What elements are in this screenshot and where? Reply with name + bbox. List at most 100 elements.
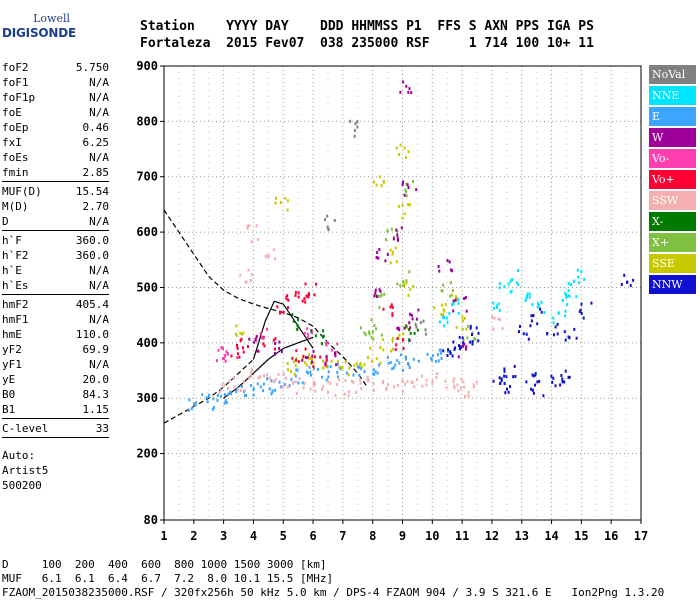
data-point (391, 367, 394, 371)
data-point (296, 328, 299, 331)
param-value: 2.70 (82, 200, 110, 213)
data-point (438, 320, 441, 324)
data-point (245, 280, 248, 284)
data-point (466, 336, 469, 340)
data-point (536, 380, 539, 384)
y-tick-label: 400 (136, 336, 158, 350)
x-tick-label: 14 (544, 529, 558, 543)
data-point (408, 328, 411, 332)
data-point (425, 383, 428, 387)
data-point (465, 327, 468, 331)
data-point (358, 365, 361, 369)
data-point (405, 194, 408, 198)
data-point (469, 324, 472, 328)
data-point (360, 365, 363, 369)
data-point (249, 279, 252, 282)
data-point (236, 352, 239, 356)
data-point (416, 378, 418, 382)
data-point (295, 357, 298, 360)
data-point (220, 394, 223, 398)
data-point (260, 336, 263, 339)
param-row-fxi: fxI 6.25 (2, 135, 109, 150)
data-point (396, 327, 399, 330)
data-point (313, 293, 316, 297)
data-point (309, 362, 312, 365)
data-point (505, 375, 508, 379)
data-point (462, 380, 465, 384)
data-point (403, 212, 406, 216)
data-point (402, 180, 404, 184)
data-point (271, 389, 274, 393)
data-point (304, 300, 307, 304)
data-point (407, 186, 410, 189)
data-point (386, 253, 389, 256)
data-point (471, 342, 474, 346)
data-point (394, 363, 397, 367)
data-point (297, 360, 300, 364)
data-point (391, 314, 394, 317)
data-point (578, 281, 581, 285)
param-separator (2, 294, 109, 295)
data-point (456, 383, 459, 387)
data-point (242, 346, 244, 350)
data-point (528, 295, 531, 299)
data-point (219, 389, 222, 393)
data-point (517, 283, 520, 287)
data-point (277, 373, 280, 377)
data-point (460, 345, 463, 349)
legend-item-vo-: Vo+ (649, 170, 696, 189)
data-point (278, 340, 281, 344)
data-point (477, 339, 480, 343)
param-row-m-d-: M(D) 2.70 (2, 199, 109, 214)
data-point (447, 348, 450, 352)
data-point (457, 301, 460, 305)
data-point (279, 201, 282, 205)
data-point (399, 353, 402, 357)
param-row-muf-d-: MUF(D) 15.54 (2, 184, 109, 199)
data-point (532, 391, 535, 395)
data-point (285, 296, 288, 299)
data-point (492, 327, 495, 331)
data-point (376, 251, 379, 254)
data-point (327, 375, 330, 379)
data-point (386, 356, 389, 359)
data-point (373, 388, 376, 392)
data-point (556, 322, 559, 326)
data-point (566, 303, 569, 307)
data-point (395, 228, 398, 232)
data-point (471, 340, 474, 344)
data-point (410, 91, 413, 95)
data-point (440, 289, 443, 293)
data-point (284, 196, 287, 200)
data-point (402, 280, 405, 283)
data-point (335, 363, 338, 367)
data-point (211, 407, 214, 411)
data-point (440, 312, 443, 316)
data-point (526, 294, 528, 298)
data-point (228, 379, 231, 383)
data-point (315, 282, 317, 286)
data-point (417, 359, 420, 363)
data-point (456, 297, 459, 300)
data-point (441, 303, 443, 307)
data-point (568, 336, 571, 340)
data-point (384, 259, 387, 263)
param-value: 405.4 (75, 298, 109, 311)
lower-trace-dashed (163, 358, 254, 424)
data-point (426, 352, 429, 356)
data-point (262, 337, 265, 340)
data-point (530, 314, 533, 318)
param-row-yf2: yF2 69.9 (2, 342, 109, 357)
data-point (438, 269, 441, 273)
param-row-yf1: yF1 N/A (2, 357, 109, 372)
data-point (312, 361, 315, 365)
data-point (395, 146, 398, 150)
data-point (397, 326, 400, 330)
data-point (501, 327, 504, 330)
data-point (292, 319, 295, 323)
data-point (213, 406, 215, 409)
data-point (393, 385, 396, 389)
data-point (356, 365, 359, 369)
data-point (322, 385, 325, 389)
data-point (317, 368, 320, 371)
